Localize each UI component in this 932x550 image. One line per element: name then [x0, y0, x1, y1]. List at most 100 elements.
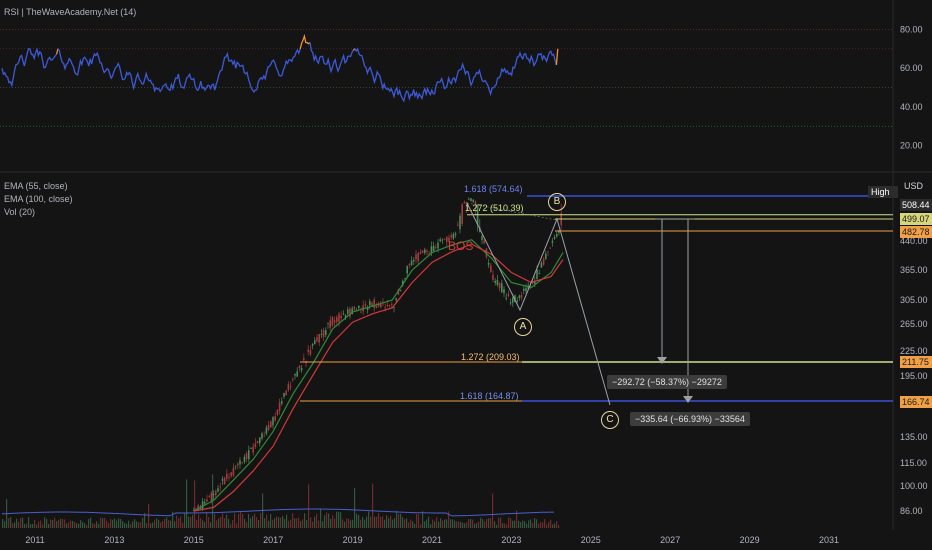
- volume-bar: [264, 518, 266, 528]
- volume-bar: [16, 518, 18, 528]
- volume-bar: [412, 521, 414, 528]
- candle-body: [441, 239, 444, 241]
- volume-bar: [174, 521, 176, 528]
- volume-bar: [350, 520, 352, 528]
- volume-bar: [510, 518, 512, 528]
- price-tick-label: 440.00: [900, 236, 928, 246]
- volume-bar: [20, 517, 22, 528]
- volume-bar: [484, 521, 486, 528]
- volume-bar: [300, 521, 302, 528]
- volume-bar: [54, 517, 56, 528]
- volume-bar: [242, 514, 244, 528]
- volume-bar: [284, 518, 286, 528]
- volume-bar: [446, 519, 448, 528]
- candle-body: [259, 437, 261, 444]
- volume-bar: [126, 523, 128, 528]
- volume-bar: [382, 516, 384, 528]
- volume-bar: [452, 519, 454, 528]
- high-tag: High: [868, 186, 898, 198]
- candle-body: [465, 201, 468, 205]
- candle-body: [391, 303, 393, 305]
- volume-bar: [522, 520, 524, 528]
- volume-bar: [438, 521, 440, 528]
- candle-body: [406, 265, 408, 274]
- volume-bar: [470, 518, 472, 528]
- volume-bar: [504, 523, 506, 528]
- candle-body: [501, 283, 503, 293]
- candle-body: [307, 349, 309, 352]
- candle-body: [322, 330, 325, 338]
- volume-bar: [80, 520, 82, 528]
- legend-vol: Vol (20): [4, 207, 36, 217]
- candle-body: [267, 424, 270, 431]
- candle-body: [525, 288, 527, 292]
- volume-bar: [380, 516, 382, 528]
- candle-body: [483, 240, 485, 244]
- volume-bar: [304, 513, 306, 528]
- candle-body: [215, 490, 217, 496]
- measure-box-2: −335.64 (−66.93%) −33564: [630, 412, 750, 426]
- volume-bar: [70, 520, 72, 528]
- volume-bar: [482, 519, 484, 528]
- volume-bar: [76, 523, 78, 528]
- currency-label[interactable]: USD: [904, 181, 924, 191]
- wave-label-a: A: [514, 318, 532, 336]
- ema100-line: [193, 243, 564, 512]
- candle-body: [329, 320, 331, 328]
- rsi-line-segment: [57, 48, 301, 94]
- ema55-line: [193, 239, 564, 512]
- volume-bar: [250, 518, 252, 528]
- volume-bar: [458, 521, 460, 528]
- price-tag-499: 499.07: [900, 213, 932, 225]
- volume-bar: [210, 522, 212, 528]
- volume-bar: [292, 513, 294, 528]
- volume-bar: [152, 522, 154, 528]
- volume-bar: [324, 515, 326, 528]
- volume-bar: [22, 517, 24, 528]
- volume-bar: [236, 523, 238, 528]
- candle-body: [415, 254, 417, 260]
- volume-bar: [74, 521, 76, 528]
- volume-bar: [474, 523, 476, 528]
- volume-bar: [456, 521, 458, 528]
- volume-bar: [288, 520, 290, 528]
- volume-bar: [542, 522, 544, 528]
- volume-bar: [222, 513, 224, 528]
- volume-bar: [224, 518, 226, 528]
- candle-body: [470, 198, 472, 201]
- candle-body: [318, 334, 320, 343]
- volume-bar: [398, 514, 400, 528]
- volume-bar: [12, 523, 14, 528]
- candle-body: [325, 330, 327, 335]
- wave-label-b: B: [548, 193, 566, 211]
- candle-body: [459, 215, 461, 230]
- volume-bar: [524, 520, 526, 528]
- volume-bar: [518, 520, 520, 528]
- volume-bar: [554, 523, 556, 528]
- volume-bar: [260, 512, 262, 528]
- volume-bar: [328, 513, 330, 528]
- volume-bar: [92, 523, 94, 528]
- candle-body: [492, 274, 494, 280]
- volume-bar: [360, 519, 362, 528]
- volume-bar: [442, 520, 444, 528]
- candle-body: [263, 435, 265, 437]
- candle-body: [461, 204, 463, 224]
- volume-bar: [388, 518, 390, 528]
- volume-bar: [108, 522, 110, 528]
- candle-body: [204, 501, 206, 504]
- candle-body: [384, 307, 386, 309]
- volume-bar: [90, 517, 92, 528]
- candle-body: [287, 383, 290, 390]
- volume-bar: [386, 515, 388, 528]
- candle-body: [278, 402, 281, 411]
- candle-body: [542, 258, 545, 265]
- volume-bar: [176, 515, 178, 528]
- rsi-line-segment: [555, 48, 559, 65]
- volume-bar: [464, 523, 466, 528]
- volume-bar: [414, 523, 416, 528]
- volume-bar: [364, 519, 366, 528]
- volume-bar: [366, 516, 368, 528]
- candle-body: [450, 235, 452, 238]
- candle-body: [217, 488, 219, 492]
